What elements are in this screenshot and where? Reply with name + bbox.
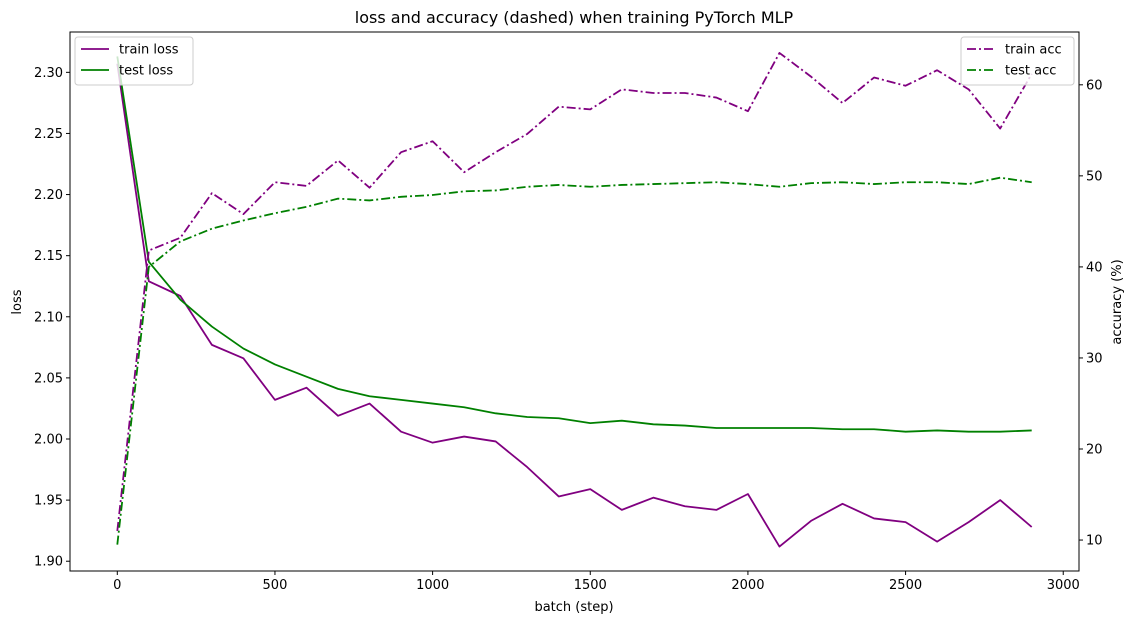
series-line-test-acc: [116, 176, 1032, 545]
plot-area: 0 500 1000 1500 2000 2500 3000 1.90 1.95 2.00 2.05…: [34, 31, 1103, 593]
x-axis-title: batch (step): [534, 600, 613, 615]
y2-tick-label: 50: [1086, 169, 1103, 184]
y-tick-label: 2.20: [34, 188, 63, 203]
y2-tick-label: 30: [1086, 351, 1103, 366]
series-line-train-acc: [116, 52, 1033, 532]
legend-label: test loss: [119, 64, 173, 79]
x-tick-label: 2000: [731, 578, 764, 593]
y2-tick-label: 10: [1086, 534, 1103, 549]
y2-tick-label: 60: [1086, 78, 1103, 93]
y-tick-label: 1.90: [34, 555, 63, 570]
x-tick-label: 500: [263, 578, 288, 593]
series-line-train-loss: [116, 63, 1033, 548]
y-tick-label: 2.10: [34, 310, 63, 325]
x-tick-label: 2500: [889, 578, 922, 593]
x-tick-label: 1500: [574, 578, 607, 593]
legend-label: train loss: [119, 43, 179, 58]
plot-frame: [69, 31, 1080, 572]
y-tick-label: 2.15: [34, 249, 63, 264]
y2-tick-label: 40: [1086, 260, 1103, 275]
legend-label: test acc: [1005, 64, 1056, 79]
y-tick-label: 1.95: [34, 494, 63, 509]
y2-axis-title: accuracy (%): [1110, 259, 1125, 344]
y-tick-label: 2.05: [34, 371, 63, 386]
y2-tick-label: 20: [1086, 442, 1103, 457]
x-tick-label: 0: [113, 578, 121, 593]
y-tick-label: 2.25: [34, 127, 63, 142]
legend-label: train acc: [1005, 43, 1062, 58]
x-tick-label: 3000: [1047, 578, 1080, 593]
y-tick-label: 2.30: [34, 66, 63, 81]
y-axis-title: loss: [10, 289, 25, 314]
series-line-test-loss: [116, 56, 1032, 433]
x-tick-label: 1000: [416, 578, 449, 593]
chart-title: loss and accuracy (dashed) when training…: [355, 8, 794, 27]
y-tick-label: 2.00: [34, 433, 63, 448]
